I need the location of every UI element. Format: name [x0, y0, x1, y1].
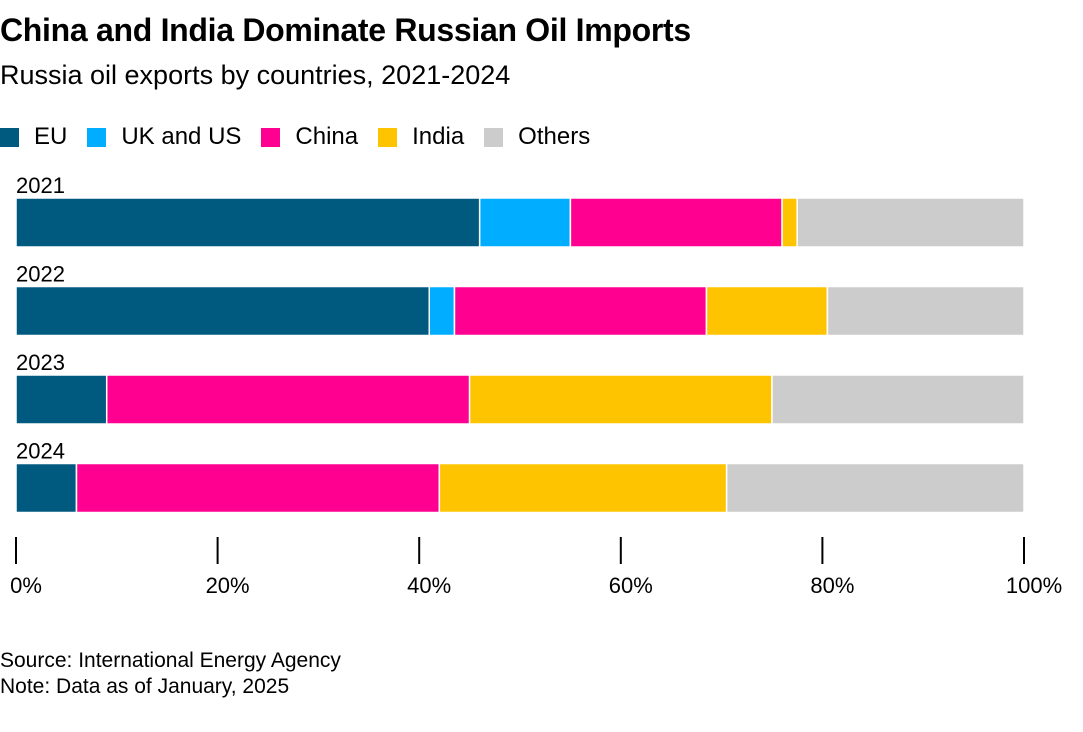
legend-item-4: Others: [484, 123, 590, 151]
bar-segment-2024-3: [438, 462, 728, 514]
bar-segment-2024-4: [725, 462, 1025, 514]
bar-segment-2021-4: [796, 197, 1025, 248]
bar-segment-2023-3: [468, 374, 773, 425]
x-tick-label: 80%: [810, 573, 854, 598]
legend-swatch: [484, 127, 504, 147]
footer: Source: International Energy Agency Note…: [0, 648, 341, 700]
bar-segment-2023-2: [105, 374, 471, 425]
source-note: Source: International Energy Agency: [0, 649, 341, 672]
category-label: 2021: [16, 173, 65, 198]
bar-segment-2022-0: [15, 285, 431, 337]
bar-segment-2021-0: [15, 197, 481, 248]
category-label: 2022: [16, 262, 65, 287]
category-label: 2023: [16, 350, 65, 375]
bar-segment-2021-1: [478, 197, 572, 248]
x-tick-label: 100%: [1006, 573, 1062, 598]
legend-label: India: [412, 123, 465, 150]
legend-swatch: [87, 127, 107, 147]
legend-label: EU: [34, 123, 68, 150]
bar-segment-2022-4: [826, 285, 1025, 337]
bar-segment-2021-3: [781, 197, 798, 248]
x-tick-label: 40%: [407, 573, 451, 598]
bar-segment-2023-4: [771, 374, 1025, 425]
legend-item-2: China: [261, 123, 358, 151]
bar-segment-2022-2: [453, 285, 708, 337]
legend-swatch: [0, 127, 19, 147]
legend-label: Others: [518, 123, 591, 150]
chart-subtitle: Russia oil exports by countries, 2021-20…: [0, 60, 511, 90]
bar-segment-2022-1: [428, 285, 456, 337]
legend-label: UK and US: [121, 123, 242, 150]
legend-swatch: [261, 127, 281, 147]
legend-swatch: [378, 127, 398, 147]
x-tick-label: 0%: [10, 573, 42, 598]
bar-segment-2023-0: [15, 374, 108, 425]
x-tick-label: 60%: [609, 573, 653, 598]
legend-item-0: EU: [0, 123, 67, 151]
legend-label: China: [295, 123, 359, 150]
bar-segment-2022-3: [705, 285, 829, 337]
data-note: Note: Data as of January, 2025: [0, 675, 290, 698]
legend-item-1: UK and US: [87, 123, 241, 151]
legend-item-3: India: [378, 123, 464, 151]
bar-segment-2024-0: [15, 462, 78, 514]
bar-segment-2024-2: [75, 462, 441, 514]
x-tick-label: 20%: [206, 573, 250, 598]
chart-title: China and India Dominate Russian Oil Imp…: [0, 12, 691, 48]
stacked-bar-chart: 2021 2022 2023 2024 0% 20% 40% 60% 80% 100%: [10, 173, 1062, 598]
legend: EU UK and US China India Others: [0, 122, 610, 152]
category-label: 2024: [16, 439, 65, 464]
bar-segment-2021-2: [569, 197, 783, 248]
